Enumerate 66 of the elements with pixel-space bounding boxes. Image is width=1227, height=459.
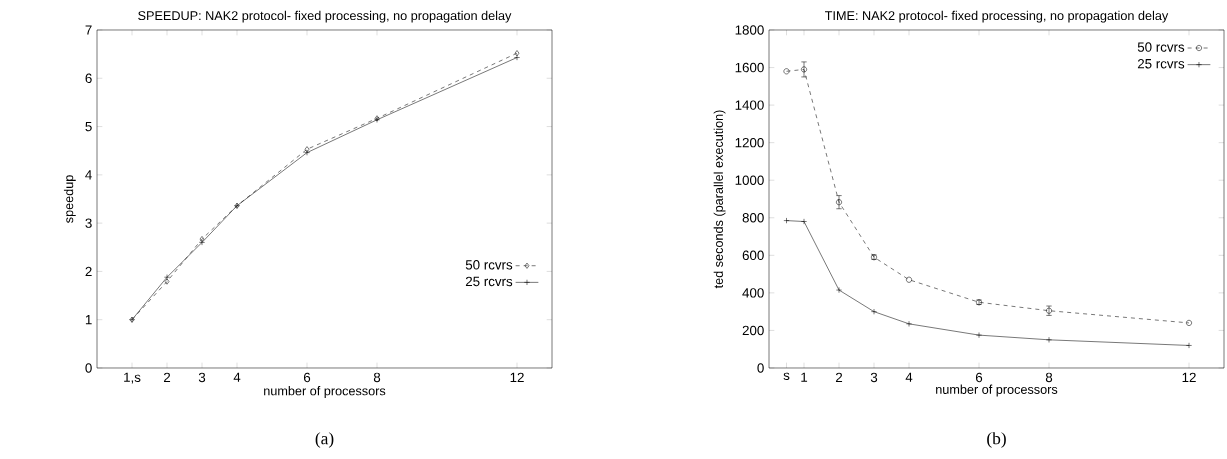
point xyxy=(164,274,170,281)
point xyxy=(199,236,205,242)
chart-title: TIME: NAK2 protocol- fixed processing, no propagation delay xyxy=(825,10,1169,23)
point xyxy=(906,320,912,327)
point xyxy=(801,218,807,225)
point xyxy=(801,66,807,73)
point xyxy=(1186,319,1192,326)
y-tick-label: 200 xyxy=(742,325,764,336)
point xyxy=(304,149,310,156)
y-tick-label: 1 xyxy=(85,315,92,325)
x-tick-label: 4 xyxy=(905,372,913,382)
point xyxy=(783,68,790,75)
x-tick-label: 1,s xyxy=(124,372,141,384)
y-tick-label: 6 xyxy=(85,73,92,83)
legend-label: 25 rcvrs xyxy=(1137,59,1185,69)
x-tick-label: 6 xyxy=(303,372,311,383)
legend-label: 25 rcvrs xyxy=(465,276,513,287)
x-tick-label: 12 xyxy=(1182,372,1196,383)
point xyxy=(836,199,842,206)
y-tick-label: 4 xyxy=(85,170,92,180)
x-tick-label: 12 xyxy=(510,372,524,383)
x-tick-label: 3 xyxy=(870,372,878,383)
point xyxy=(164,278,170,285)
y-tick-label: 1600 xyxy=(735,62,764,73)
point xyxy=(1186,342,1192,349)
point xyxy=(304,146,310,153)
text: (b) xyxy=(987,432,1006,448)
legend-label: 50 rcvrs xyxy=(1137,42,1185,52)
y-tick-label: 1000 xyxy=(735,175,764,185)
point xyxy=(514,50,520,57)
y-tick-label: 400 xyxy=(742,288,764,298)
legend-label: 50 rcvrs xyxy=(465,260,513,270)
y-tick-label: 1200 xyxy=(735,137,764,148)
point xyxy=(871,308,877,315)
point xyxy=(199,239,205,246)
y-tick-label: 1800 xyxy=(735,25,764,35)
y-tick-label: 800 xyxy=(742,213,764,223)
x-tick-label: 3 xyxy=(198,372,206,383)
text: (a) xyxy=(315,432,334,448)
x-axis-title: number of processors xyxy=(264,386,386,398)
y-axis-title: speedup xyxy=(63,175,76,223)
point xyxy=(906,276,912,283)
point xyxy=(976,332,982,339)
point xyxy=(514,54,520,61)
x-tick-label: 1 xyxy=(801,372,808,382)
x-tick-label: 8 xyxy=(1045,372,1053,383)
point xyxy=(1046,336,1052,343)
y-tick-label: 3 xyxy=(85,218,92,228)
x-tick-label: 8 xyxy=(373,372,381,383)
x-axis-title: number of processors xyxy=(936,384,1058,397)
y-tick-label: 0 xyxy=(85,363,92,373)
y-tick-label: 7 xyxy=(85,25,92,35)
x-tick-label: 2 xyxy=(835,372,843,383)
x-tick-label: 4 xyxy=(233,372,241,382)
y-tick-label: 2 xyxy=(85,266,92,277)
point xyxy=(836,287,842,293)
y-tick-label: 1400 xyxy=(735,100,764,110)
y-tick-label: 5 xyxy=(85,121,92,132)
x-tick-label: 2 xyxy=(163,372,171,383)
x-tick-label: s xyxy=(783,372,790,380)
chart-title: SPEEDUP: NAK2 protocol- fixed processing, no propagation delay xyxy=(138,10,512,23)
y-tick-label: 0 xyxy=(757,363,764,373)
y-axis-title: ted seconds (parallel execution) xyxy=(713,110,726,289)
x-tick-label: 6 xyxy=(975,372,983,383)
point xyxy=(783,217,790,224)
y-tick-label: 600 xyxy=(742,250,764,261)
